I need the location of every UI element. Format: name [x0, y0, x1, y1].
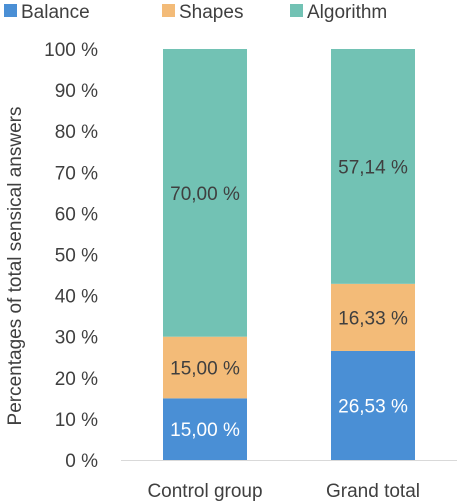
legend-swatch-shapes: [162, 4, 175, 17]
y-tick-label: 20 %: [55, 369, 98, 390]
bar-segment-algorithm-2: [331, 49, 415, 284]
legend-label: Balance: [21, 2, 90, 23]
data-label: 57,14 %: [338, 157, 408, 178]
y-axis-label: Percentages of total sensical answers: [5, 107, 26, 426]
legend-swatch-algorithm: [290, 4, 303, 17]
y-tick-label: 60 %: [55, 204, 98, 225]
y-tick-label: 0 %: [65, 451, 98, 472]
y-tick-label: 90 %: [55, 81, 98, 102]
data-label: 26,53 %: [338, 396, 408, 417]
x-category-label: Control group: [147, 481, 262, 502]
bar-segment-algorithm-1: [163, 49, 247, 337]
bars: 15,00 % 15,00 % 70,00 % 26,53 % 16,33 % 57,14…: [163, 49, 415, 460]
data-label: 70,00 %: [170, 184, 240, 205]
y-tick-label: 30 %: [55, 328, 98, 349]
x-axis: Control group Grand total: [147, 481, 420, 502]
bar-segment-shapes-2: [331, 283, 415, 351]
y-tick-label: 10 %: [55, 410, 98, 431]
x-category-label: Grand total: [326, 481, 420, 502]
data-label: 15,00 %: [170, 420, 240, 441]
legend-label: Algorithm: [307, 2, 387, 23]
y-tick-label: 80 %: [55, 122, 98, 143]
y-tick-label: 50 %: [55, 246, 98, 267]
bar-segment-balance-2: [331, 350, 415, 460]
bar-segment-shapes-1: [163, 336, 247, 399]
data-label: 16,33 %: [338, 308, 408, 329]
y-tick-label: 100 %: [44, 40, 98, 61]
legend-label: Shapes: [179, 2, 243, 23]
legend: Balance Shapes Algorithm: [4, 2, 387, 23]
y-tick-label: 70 %: [55, 163, 98, 184]
legend-swatch-balance: [4, 4, 17, 17]
y-tick-label: 40 %: [55, 287, 98, 308]
bar-segment-balance-1: [163, 398, 247, 460]
data-label: 15,00 %: [170, 359, 240, 380]
y-axis: 0 % 10 % 20 % 30 % 40 % 50 % 60 % 70 % 80 % 90 % 1…: [44, 40, 98, 472]
